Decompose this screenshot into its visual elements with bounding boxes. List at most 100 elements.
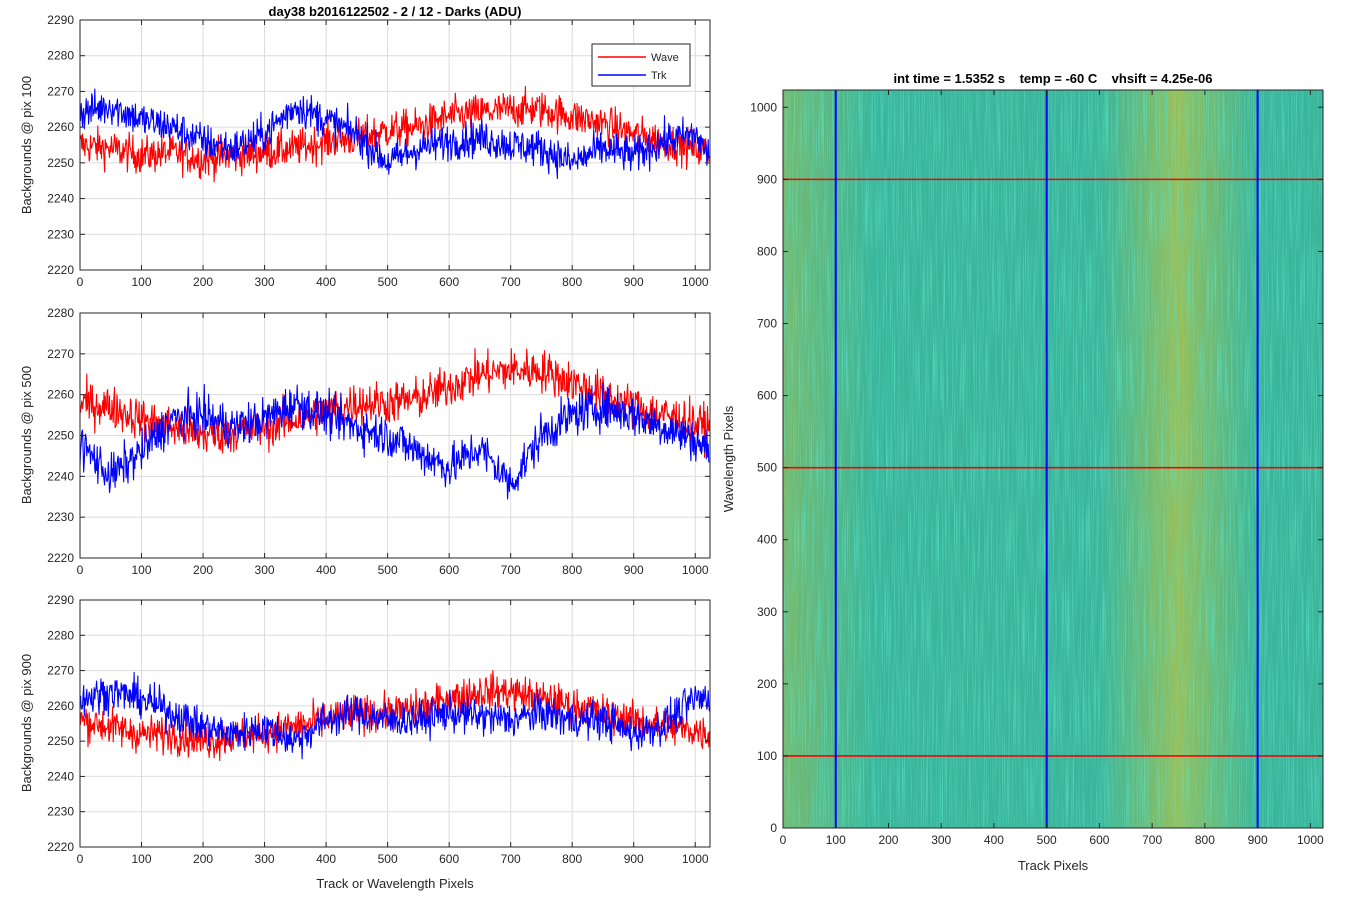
plot-top-ylabel: Backgrounds @ pix 100 (19, 76, 34, 214)
x-tick-label: 500 (378, 563, 398, 577)
y-tick-label: 2270 (47, 347, 74, 361)
x-tick-label: 600 (439, 275, 459, 289)
x-tick-label: 700 (501, 275, 521, 289)
plot-bottom-series (79, 670, 710, 762)
plot-top: 0 100 200 300 400 500 600 700 800 900 1000 2220 2230… (19, 4, 711, 289)
y-tick-label: 2250 (47, 734, 74, 748)
y-tick-label: 2220 (47, 840, 74, 854)
y-tick-label: 2260 (47, 120, 74, 134)
x-tick-label: 500 (378, 275, 398, 289)
x-tick-label: 200 (193, 563, 213, 577)
plot-bottom-ylabel: Backgrounds @ pix 900 (19, 654, 34, 792)
x-tick-label: 400 (984, 833, 1004, 847)
x-tick-label: 200 (193, 852, 213, 866)
x-tick-label: 900 (624, 563, 644, 577)
y-tick-label: 800 (757, 244, 777, 258)
y-tick-label: 2230 (47, 227, 74, 241)
heatmap-ylabel: Wavelength Pixels (721, 405, 736, 512)
heatmap-noise (783, 90, 1323, 828)
x-tick-label: 800 (562, 852, 582, 866)
y-tick-label: 1000 (750, 100, 777, 114)
y-tick-label: 300 (757, 605, 777, 619)
heatmap-markers (783, 90, 1323, 828)
legend-wave-label: Wave (651, 52, 679, 64)
y-tick-label: 2240 (47, 469, 74, 483)
plot-middle-ylabel: Backgrounds @ pix 500 (19, 366, 34, 504)
y-tick-label: 2290 (47, 593, 74, 607)
x-tick-label: 200 (193, 275, 213, 289)
x-tick-label: 600 (1089, 833, 1109, 847)
heatmap-panel: 0 100 200 300 400 500 600 700 800 900 1000 0 100 200 3… (721, 71, 1324, 873)
plot-bottom: 0 100 200 300 400 500 600 700 800 900 1000 2220 2230… (19, 593, 711, 891)
y-tick-label: 2290 (47, 13, 74, 27)
x-tick-label: 600 (439, 563, 459, 577)
plot-top-frame (79, 19, 711, 271)
heatmap-ticks: 0 100 200 300 400 500 600 700 800 900 1000 0 100 200 3… (750, 90, 1324, 847)
x-tick-label: 1000 (682, 852, 709, 866)
x-tick-label: 0 (77, 275, 84, 289)
x-tick-label: 300 (255, 275, 275, 289)
plot-middle: 0 100 200 300 400 500 600 700 800 900 1000 2220 2230… (19, 306, 711, 577)
y-tick-label: 2280 (47, 306, 74, 320)
x-tick-label: 0 (780, 833, 787, 847)
legend-box (591, 43, 691, 87)
y-tick-label: 2230 (47, 510, 74, 524)
x-tick-label: 700 (501, 852, 521, 866)
x-tick-label: 400 (316, 852, 336, 866)
plot-top-series (79, 85, 710, 183)
x-tick-label: 900 (624, 275, 644, 289)
x-tick-label: 800 (1195, 833, 1215, 847)
x-tick-label: 800 (562, 563, 582, 577)
x-tick-label: 700 (501, 563, 521, 577)
x-tick-label: 500 (378, 852, 398, 866)
x-tick-label: 1000 (682, 563, 709, 577)
plot-top-ticks: 0 100 200 300 400 500 600 700 800 900 1000 2220 2230… (47, 13, 710, 289)
y-tick-label: 2230 (47, 805, 74, 819)
series-line-trk (79, 671, 710, 760)
x-tick-label: 0 (77, 852, 84, 866)
x-tick-label: 100 (132, 275, 152, 289)
y-tick-label: 600 (757, 389, 777, 403)
y-tick-label: 2250 (47, 156, 74, 170)
y-tick-label: 0 (770, 821, 777, 835)
x-tick-label: 400 (316, 275, 336, 289)
y-tick-label: 2280 (47, 49, 74, 63)
y-tick-label: 2240 (47, 769, 74, 783)
series-line-wave (79, 348, 710, 458)
x-tick-label: 900 (1248, 833, 1268, 847)
plot-middle-series (79, 348, 710, 500)
x-tick-label: 500 (1037, 833, 1057, 847)
x-tick-label: 800 (562, 275, 582, 289)
heatmap-title: int time = 1.5352 s temp = -60 C vhsift … (893, 71, 1212, 86)
series-line-trk (79, 88, 710, 180)
y-tick-label: 2270 (47, 664, 74, 678)
y-tick-label: 2260 (47, 388, 74, 402)
plot-bottom-xlabel: Track or Wavelength Pixels (316, 876, 474, 891)
x-tick-label: 0 (77, 563, 84, 577)
x-tick-label: 400 (316, 563, 336, 577)
plot-middle-ticks: 0 100 200 300 400 500 600 700 800 900 1000 2220 2230… (47, 306, 710, 577)
y-tick-label: 2240 (47, 192, 74, 206)
heatmap-frame (782, 89, 1324, 829)
legend-trk-label: Trk (651, 70, 667, 82)
x-tick-label: 200 (878, 833, 898, 847)
x-tick-label: 1000 (1297, 833, 1324, 847)
y-tick-label: 2270 (47, 84, 74, 98)
x-tick-label: 700 (1142, 833, 1162, 847)
y-tick-label: 700 (757, 317, 777, 331)
plot-top-title: day38 b2016122502 - 2 / 12 - Darks (ADU) (269, 4, 522, 19)
plot-bottom-ticks: 0 100 200 300 400 500 600 700 800 900 1000 2220 2230… (47, 593, 710, 866)
plot-bottom-frame (79, 599, 711, 848)
series-line-trk (79, 382, 710, 500)
x-tick-label: 300 (255, 852, 275, 866)
y-tick-label: 2260 (47, 699, 74, 713)
legend: Wave Trk (591, 43, 691, 87)
x-tick-label: 100 (132, 563, 152, 577)
x-tick-label: 100 (826, 833, 846, 847)
x-tick-label: 300 (931, 833, 951, 847)
y-tick-label: 2250 (47, 429, 74, 443)
y-tick-label: 2220 (47, 551, 74, 565)
y-tick-label: 200 (757, 677, 777, 691)
y-tick-label: 2280 (47, 628, 74, 642)
